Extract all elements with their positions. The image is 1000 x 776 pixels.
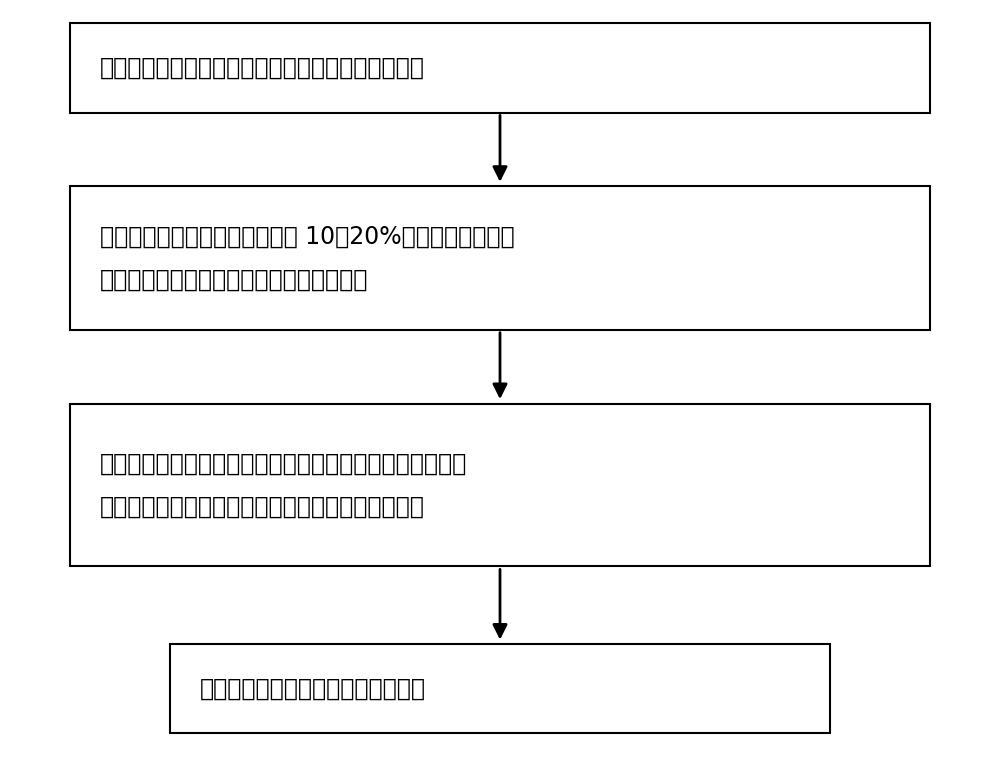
Text: 短路试验发电机定子出口断路器先关合接入并联母线: 短路试验发电机定子出口断路器先关合接入并联母线 [100, 56, 425, 80]
Text: 产生的电磁转矩的作用下，发电机被牖入同步状态。: 产生的电磁转矩的作用下，发电机被牖入同步状态。 [100, 494, 425, 518]
Text: 向待并联运行的数台发电机投入 10～20%的励磁电流，保持: 向待并联运行的数台发电机投入 10～20%的励磁电流，保持 [100, 225, 515, 248]
FancyBboxPatch shape [70, 404, 930, 566]
FancyBboxPatch shape [70, 186, 930, 330]
Text: 端口电压相同，相序一致，相位角待调整。: 端口电压相同，相序一致，相位角待调整。 [100, 268, 368, 291]
FancyBboxPatch shape [70, 23, 930, 113]
Text: 在几台发电机定子绕组产生不超过额定值的环流，在该环流: 在几台发电机定子绕组产生不超过额定值的环流，在该环流 [100, 452, 467, 476]
FancyBboxPatch shape [170, 644, 830, 733]
Text: 继续提升发动机机端电压到额定值。: 继续提升发动机机端电压到额定值。 [200, 677, 426, 701]
